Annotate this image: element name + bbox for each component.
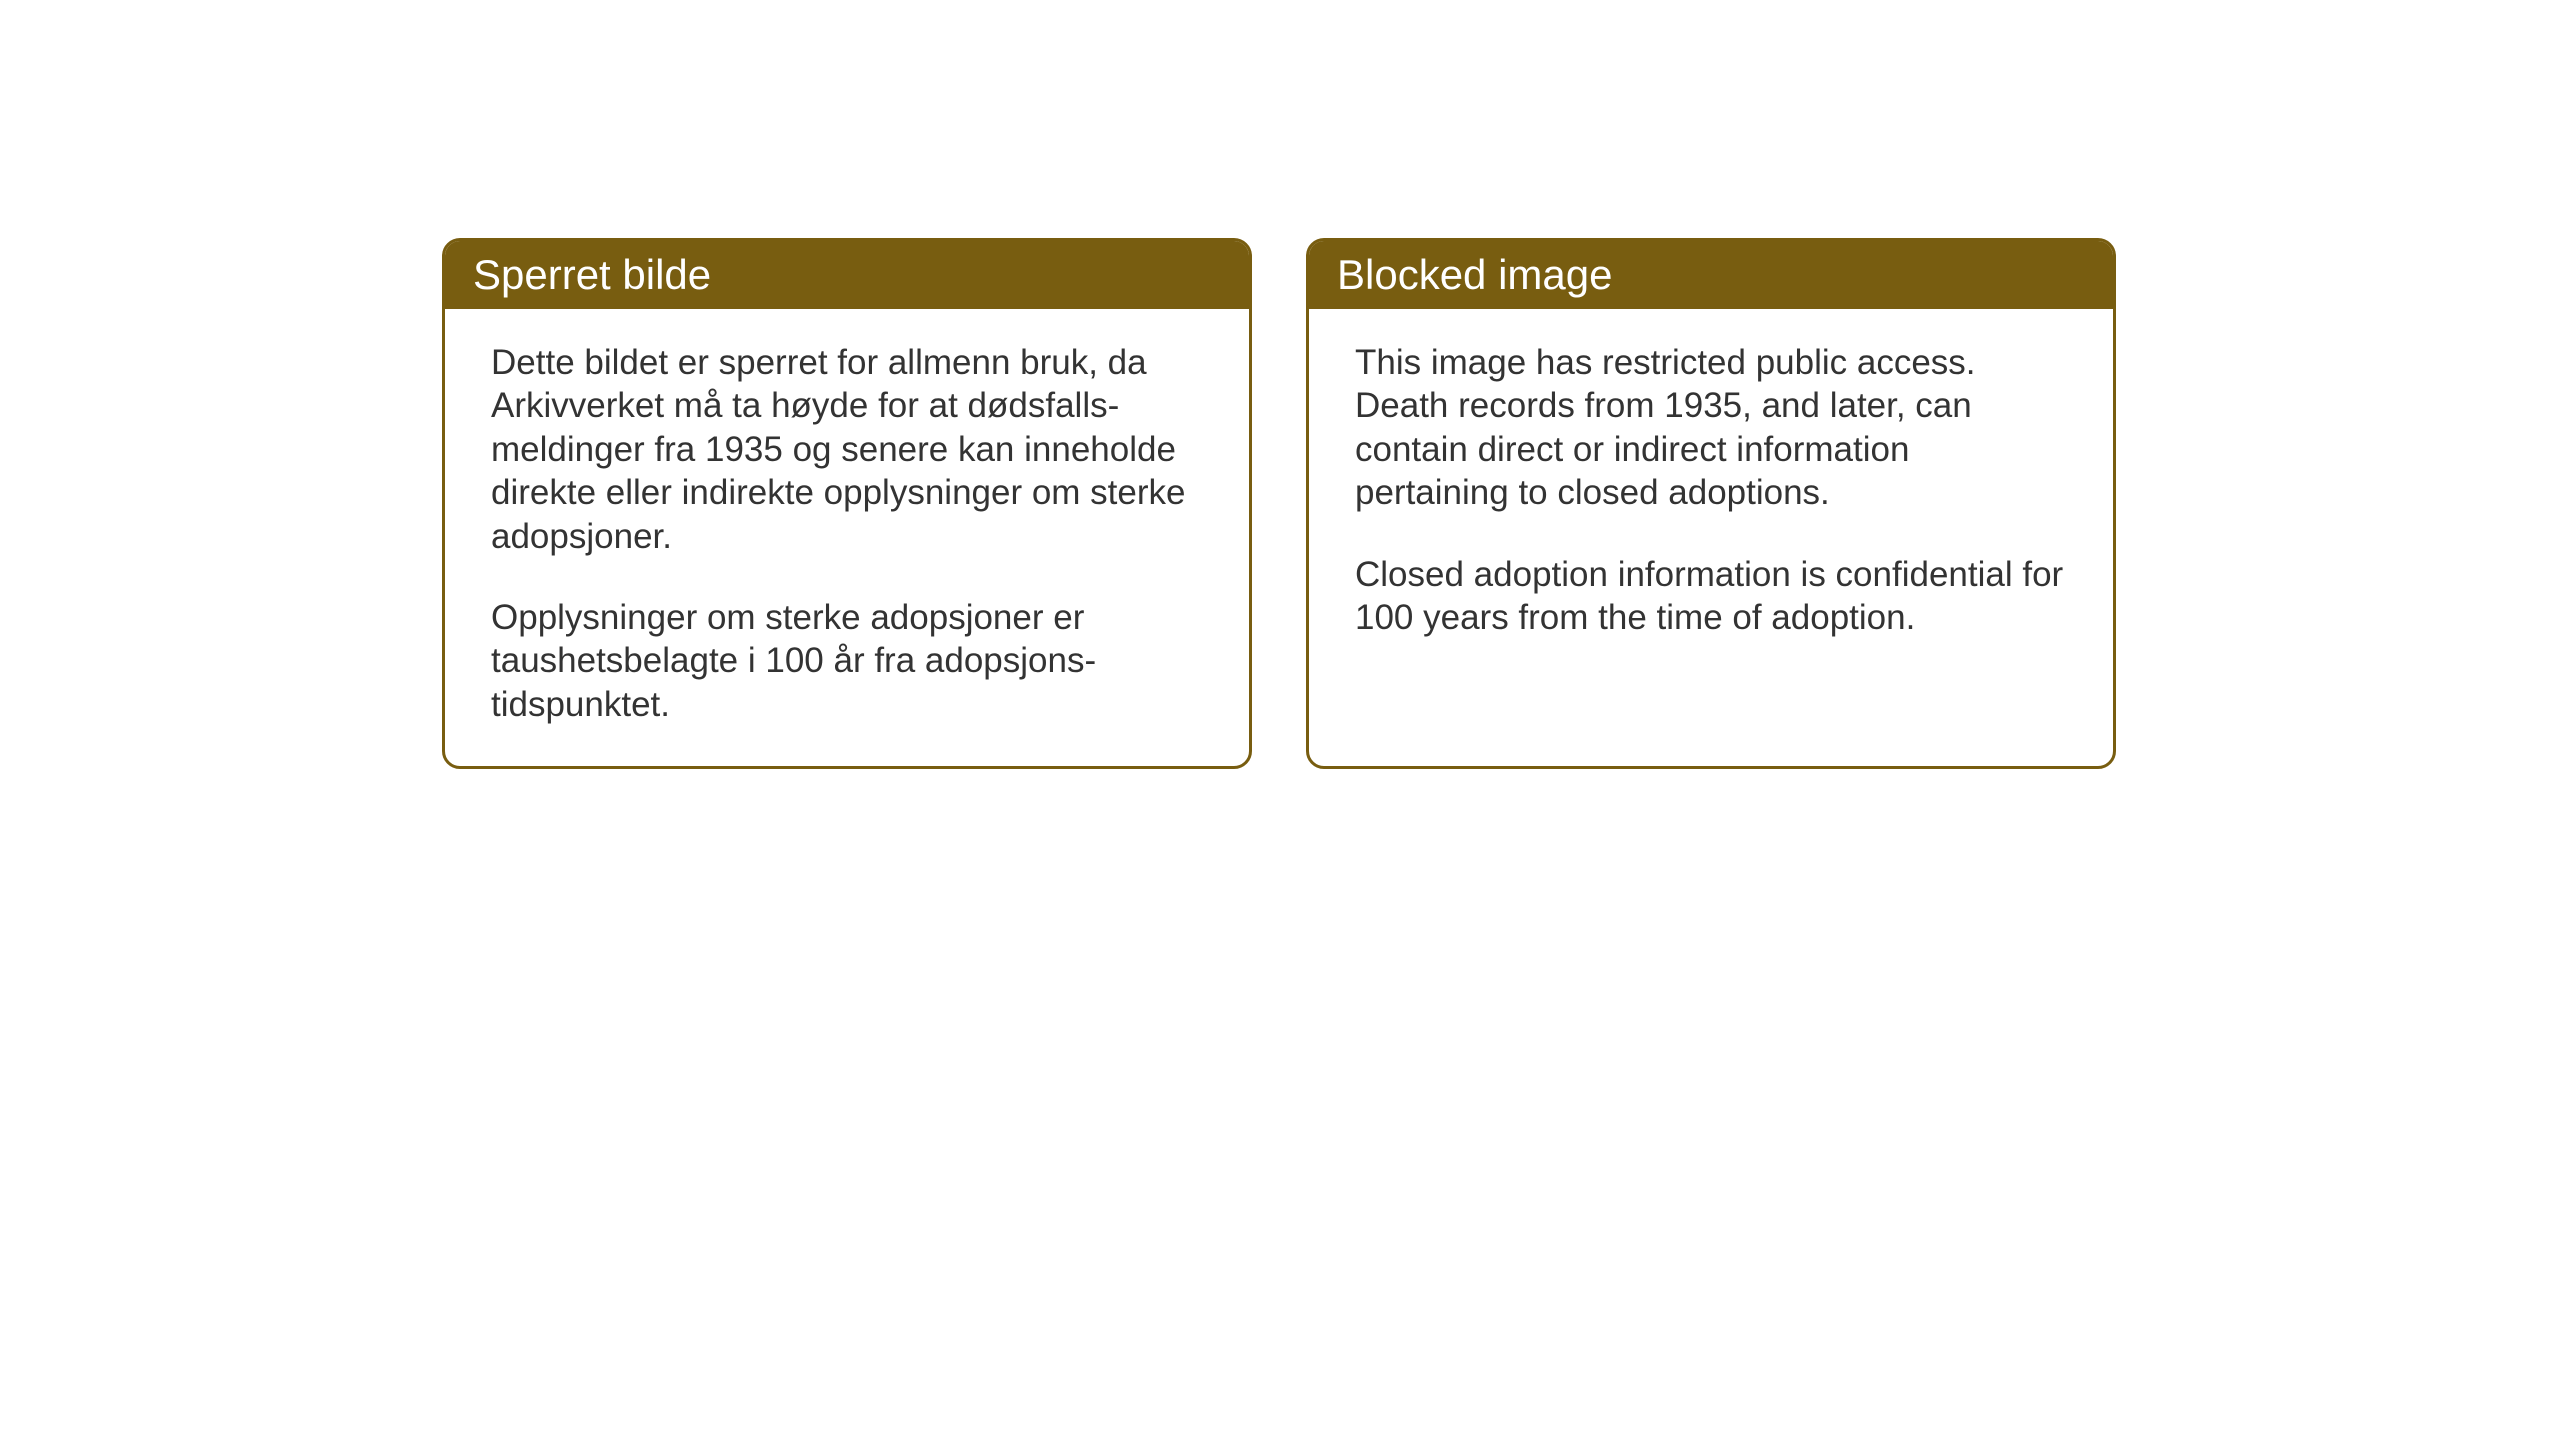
card-header-english: Blocked image [1309,241,2113,309]
cards-container: Sperret bilde Dette bildet er sperret fo… [442,238,2116,769]
card-english: Blocked image This image has restricted … [1306,238,2116,769]
card-header-norwegian: Sperret bilde [445,241,1249,309]
card-paragraph: Closed adoption information is confident… [1355,553,2067,640]
card-paragraph: Dette bildet er sperret for allmenn bruk… [491,341,1203,558]
card-body-english: This image has restricted public access.… [1309,309,2113,679]
card-paragraph: This image has restricted public access.… [1355,341,2067,515]
card-body-norwegian: Dette bildet er sperret for allmenn bruk… [445,309,1249,766]
card-paragraph: Opplysninger om sterke adopsjoner er tau… [491,596,1203,726]
card-norwegian: Sperret bilde Dette bildet er sperret fo… [442,238,1252,769]
